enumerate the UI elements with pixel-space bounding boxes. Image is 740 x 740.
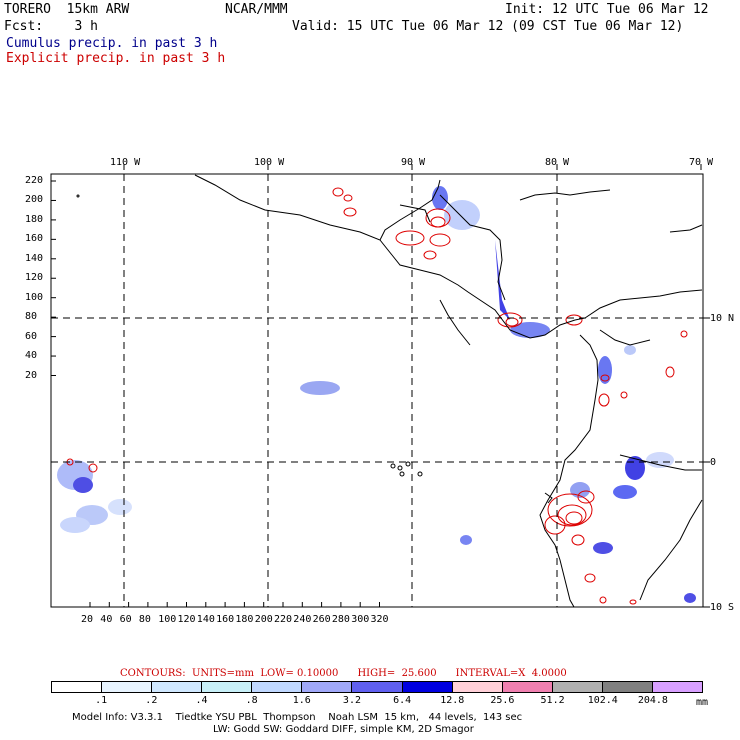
- x-tick-label: 220: [274, 614, 293, 625]
- y-tick-label: 220: [25, 175, 44, 186]
- legend-swatch: [202, 682, 253, 692]
- x-tick-label: 320: [370, 614, 389, 625]
- legend-value: 1.6: [292, 695, 311, 706]
- x-tick-label: 260: [312, 614, 331, 625]
- lat-label: 10 N: [710, 313, 735, 324]
- legend-swatch: [252, 682, 303, 692]
- legend-value: 3.2: [342, 695, 361, 706]
- y-tick-label: 40: [25, 350, 38, 362]
- color-legend: [51, 681, 703, 693]
- org-label: NCAR/MMM: [225, 2, 288, 17]
- lat-ticks: [703, 317, 710, 608]
- x-tick-label: 160: [216, 614, 235, 625]
- model-physics: LW: Godd SW: Goddard DIFF, simple KM, 2D…: [213, 724, 474, 735]
- cumulus-precip-areas: [57, 186, 696, 603]
- lon-ticks: [123, 164, 702, 170]
- graticule: [51, 174, 703, 607]
- x-tick-label: 140: [196, 614, 215, 625]
- x-tick-label: 100: [158, 614, 177, 625]
- coastlines: [76, 174, 703, 608]
- x-tick-label: 300: [351, 614, 370, 625]
- legend-value: .1: [95, 695, 108, 706]
- y-axis-ticks: [51, 180, 56, 376]
- lon-label: 70 W: [689, 157, 714, 168]
- x-tick-label: 80: [138, 614, 151, 625]
- x-tick-label: 40: [100, 614, 113, 625]
- y-tick-label: 80: [25, 311, 38, 323]
- legend-value: 25.6: [490, 695, 515, 706]
- forecast-hour: Fcst: 3 h: [4, 19, 98, 34]
- x-tick-label: 200: [254, 614, 273, 625]
- legend-swatch: [52, 682, 103, 692]
- plot-frame: [50, 173, 704, 608]
- y-tick-label: 200: [25, 194, 44, 206]
- lon-label: 90 W: [401, 157, 426, 168]
- x-tick-label: 60: [119, 614, 132, 625]
- legend-value: 12.8: [440, 695, 465, 706]
- legend-value: 102.4: [587, 695, 618, 706]
- legend-value: 204.8: [637, 695, 668, 706]
- legend-value: .2: [145, 695, 158, 706]
- legend-swatch: [452, 682, 503, 692]
- model-title: TORERO 15km ARW: [4, 2, 130, 17]
- x-tick-label: 240: [293, 614, 312, 625]
- legend-swatch: [302, 682, 353, 692]
- legend-swatch: [102, 682, 153, 692]
- valid-time: Valid: 15 UTC Tue 06 Mar 12 (09 CST Tue …: [292, 19, 684, 34]
- legend-swatch: [552, 682, 603, 692]
- legend-swatch: [502, 682, 553, 692]
- y-tick-label: 160: [25, 233, 44, 245]
- legend-swatch: [352, 682, 403, 692]
- y-tick-label: 120: [25, 272, 44, 284]
- legend-value: 51.2: [540, 695, 565, 706]
- legend-swatch: [602, 682, 653, 692]
- x-tick-label: 180: [235, 614, 254, 625]
- x-tick-label: 120: [177, 614, 196, 625]
- y-tick-label: 60: [25, 330, 38, 342]
- legend-swatch: [652, 682, 703, 692]
- explicit-field-label: Explicit precip. in past 3 h: [6, 51, 226, 66]
- y-tick-label: 20: [25, 369, 38, 381]
- y-tick-label: 100: [25, 291, 44, 303]
- y-tick-label: 180: [25, 213, 44, 225]
- model-info: Model Info: V3.3.1 Tiedtke YSU PBL Thomp…: [72, 712, 523, 723]
- legend-swatch: [402, 682, 453, 692]
- legend-value: 6.4: [393, 695, 412, 706]
- cumulus-field-label: Cumulus precip. in past 3 h: [6, 36, 218, 51]
- legend-swatch: [152, 682, 203, 692]
- lat-label: 0: [710, 457, 717, 468]
- legend-value: .8: [245, 695, 258, 706]
- x-tick-label: 20: [81, 614, 94, 625]
- lon-label: 80 W: [545, 157, 570, 168]
- lon-label: 100 W: [254, 157, 285, 168]
- lat-label: 10 S: [710, 602, 735, 613]
- legend-unit: mm: [696, 697, 709, 708]
- lon-label: 110 W: [110, 157, 141, 168]
- y-tick-label: 140: [25, 252, 44, 264]
- x-tick-label: 280: [331, 614, 350, 625]
- contours-info: CONTOURS: UNITS=mm LOW= 0.10000 HIGH= 25…: [120, 668, 567, 679]
- legend-value: .4: [195, 695, 208, 706]
- explicit-precip-contours: [66, 187, 688, 605]
- init-time: Init: 12 UTC Tue 06 Mar 12: [505, 2, 709, 17]
- x-axis-ticks: [89, 602, 380, 607]
